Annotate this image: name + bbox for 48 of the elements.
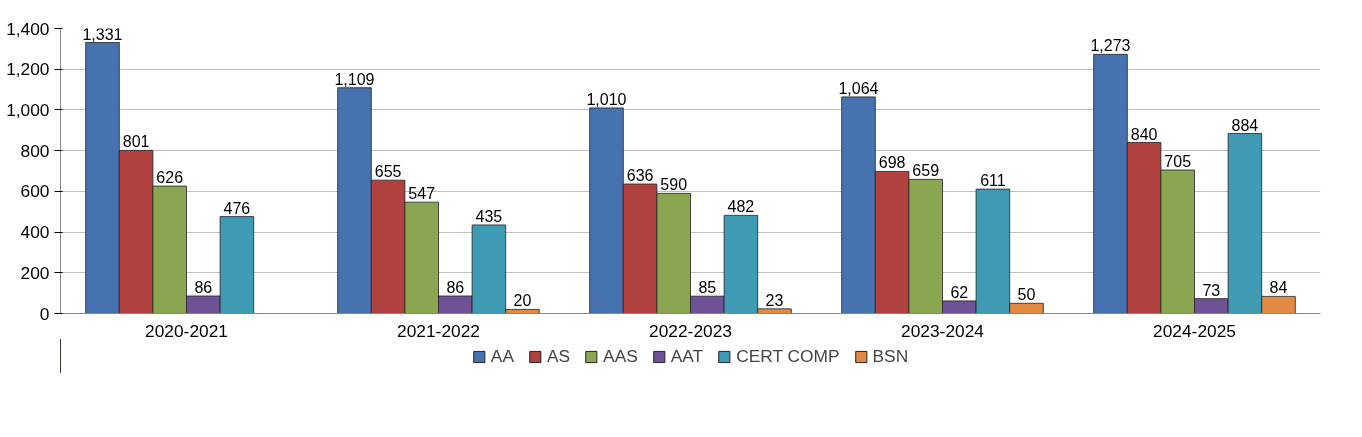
data-label: 801 — [122, 133, 150, 151]
data-label: 547 — [408, 185, 436, 203]
y-tick-label: 1,400 — [6, 18, 50, 39]
data-label: 884 — [1231, 116, 1259, 134]
data-label: 73 — [1202, 281, 1221, 299]
data-label: 435 — [475, 207, 503, 225]
data-label: 84 — [1269, 279, 1288, 297]
data-label: 655 — [374, 163, 402, 181]
data-label: 659 — [912, 162, 940, 180]
data-label: 1,273 — [1090, 37, 1131, 55]
y-tick-label: 1,000 — [6, 99, 50, 120]
data-label: 20 — [513, 292, 532, 310]
data-label: 1,109 — [334, 70, 375, 88]
data-label: 611 — [980, 172, 1006, 190]
data-label: 85 — [698, 279, 717, 297]
legend-label: AAS — [603, 345, 638, 367]
y-tick-label: 1,200 — [6, 59, 50, 80]
y-tick-label: 800 — [20, 140, 50, 161]
data-label: 705 — [1164, 152, 1192, 170]
data-label: 50 — [1017, 286, 1036, 304]
data-label: 482 — [727, 198, 755, 216]
x-tick-label: 2023-2024 — [901, 320, 985, 341]
data-label: 1,064 — [838, 79, 879, 97]
x-tick-label: 2020-2021 — [145, 320, 228, 341]
data-label: 476 — [223, 199, 251, 217]
x-tick-label: 2021-2022 — [397, 320, 480, 341]
data-label: 1,010 — [586, 90, 627, 108]
legend-label: CERT COMP — [736, 345, 840, 367]
data-label: 86 — [194, 278, 213, 296]
data-label: 1,331 — [82, 25, 123, 43]
x-tick-label: 2024-2025 — [1153, 320, 1236, 341]
data-label: 626 — [156, 169, 184, 187]
legend-label: BSN — [872, 345, 909, 367]
y-tick-label: 400 — [20, 222, 50, 243]
data-label: 590 — [660, 176, 688, 194]
data-label: 698 — [878, 154, 906, 172]
y-tick-label: 0 — [39, 303, 50, 324]
x-tick-label: 2022-2023 — [649, 320, 732, 341]
data-label: 62 — [950, 283, 969, 301]
data-label: 840 — [1130, 125, 1158, 143]
data-label: 23 — [765, 291, 784, 309]
legend-label: AAT — [670, 345, 704, 367]
legend-label: AA — [490, 345, 514, 367]
legend-label: AS — [546, 345, 571, 367]
data-label: 636 — [626, 167, 654, 185]
data-label: 86 — [446, 278, 465, 296]
y-tick-label: 200 — [20, 262, 50, 283]
y-tick-label: 600 — [20, 181, 50, 202]
